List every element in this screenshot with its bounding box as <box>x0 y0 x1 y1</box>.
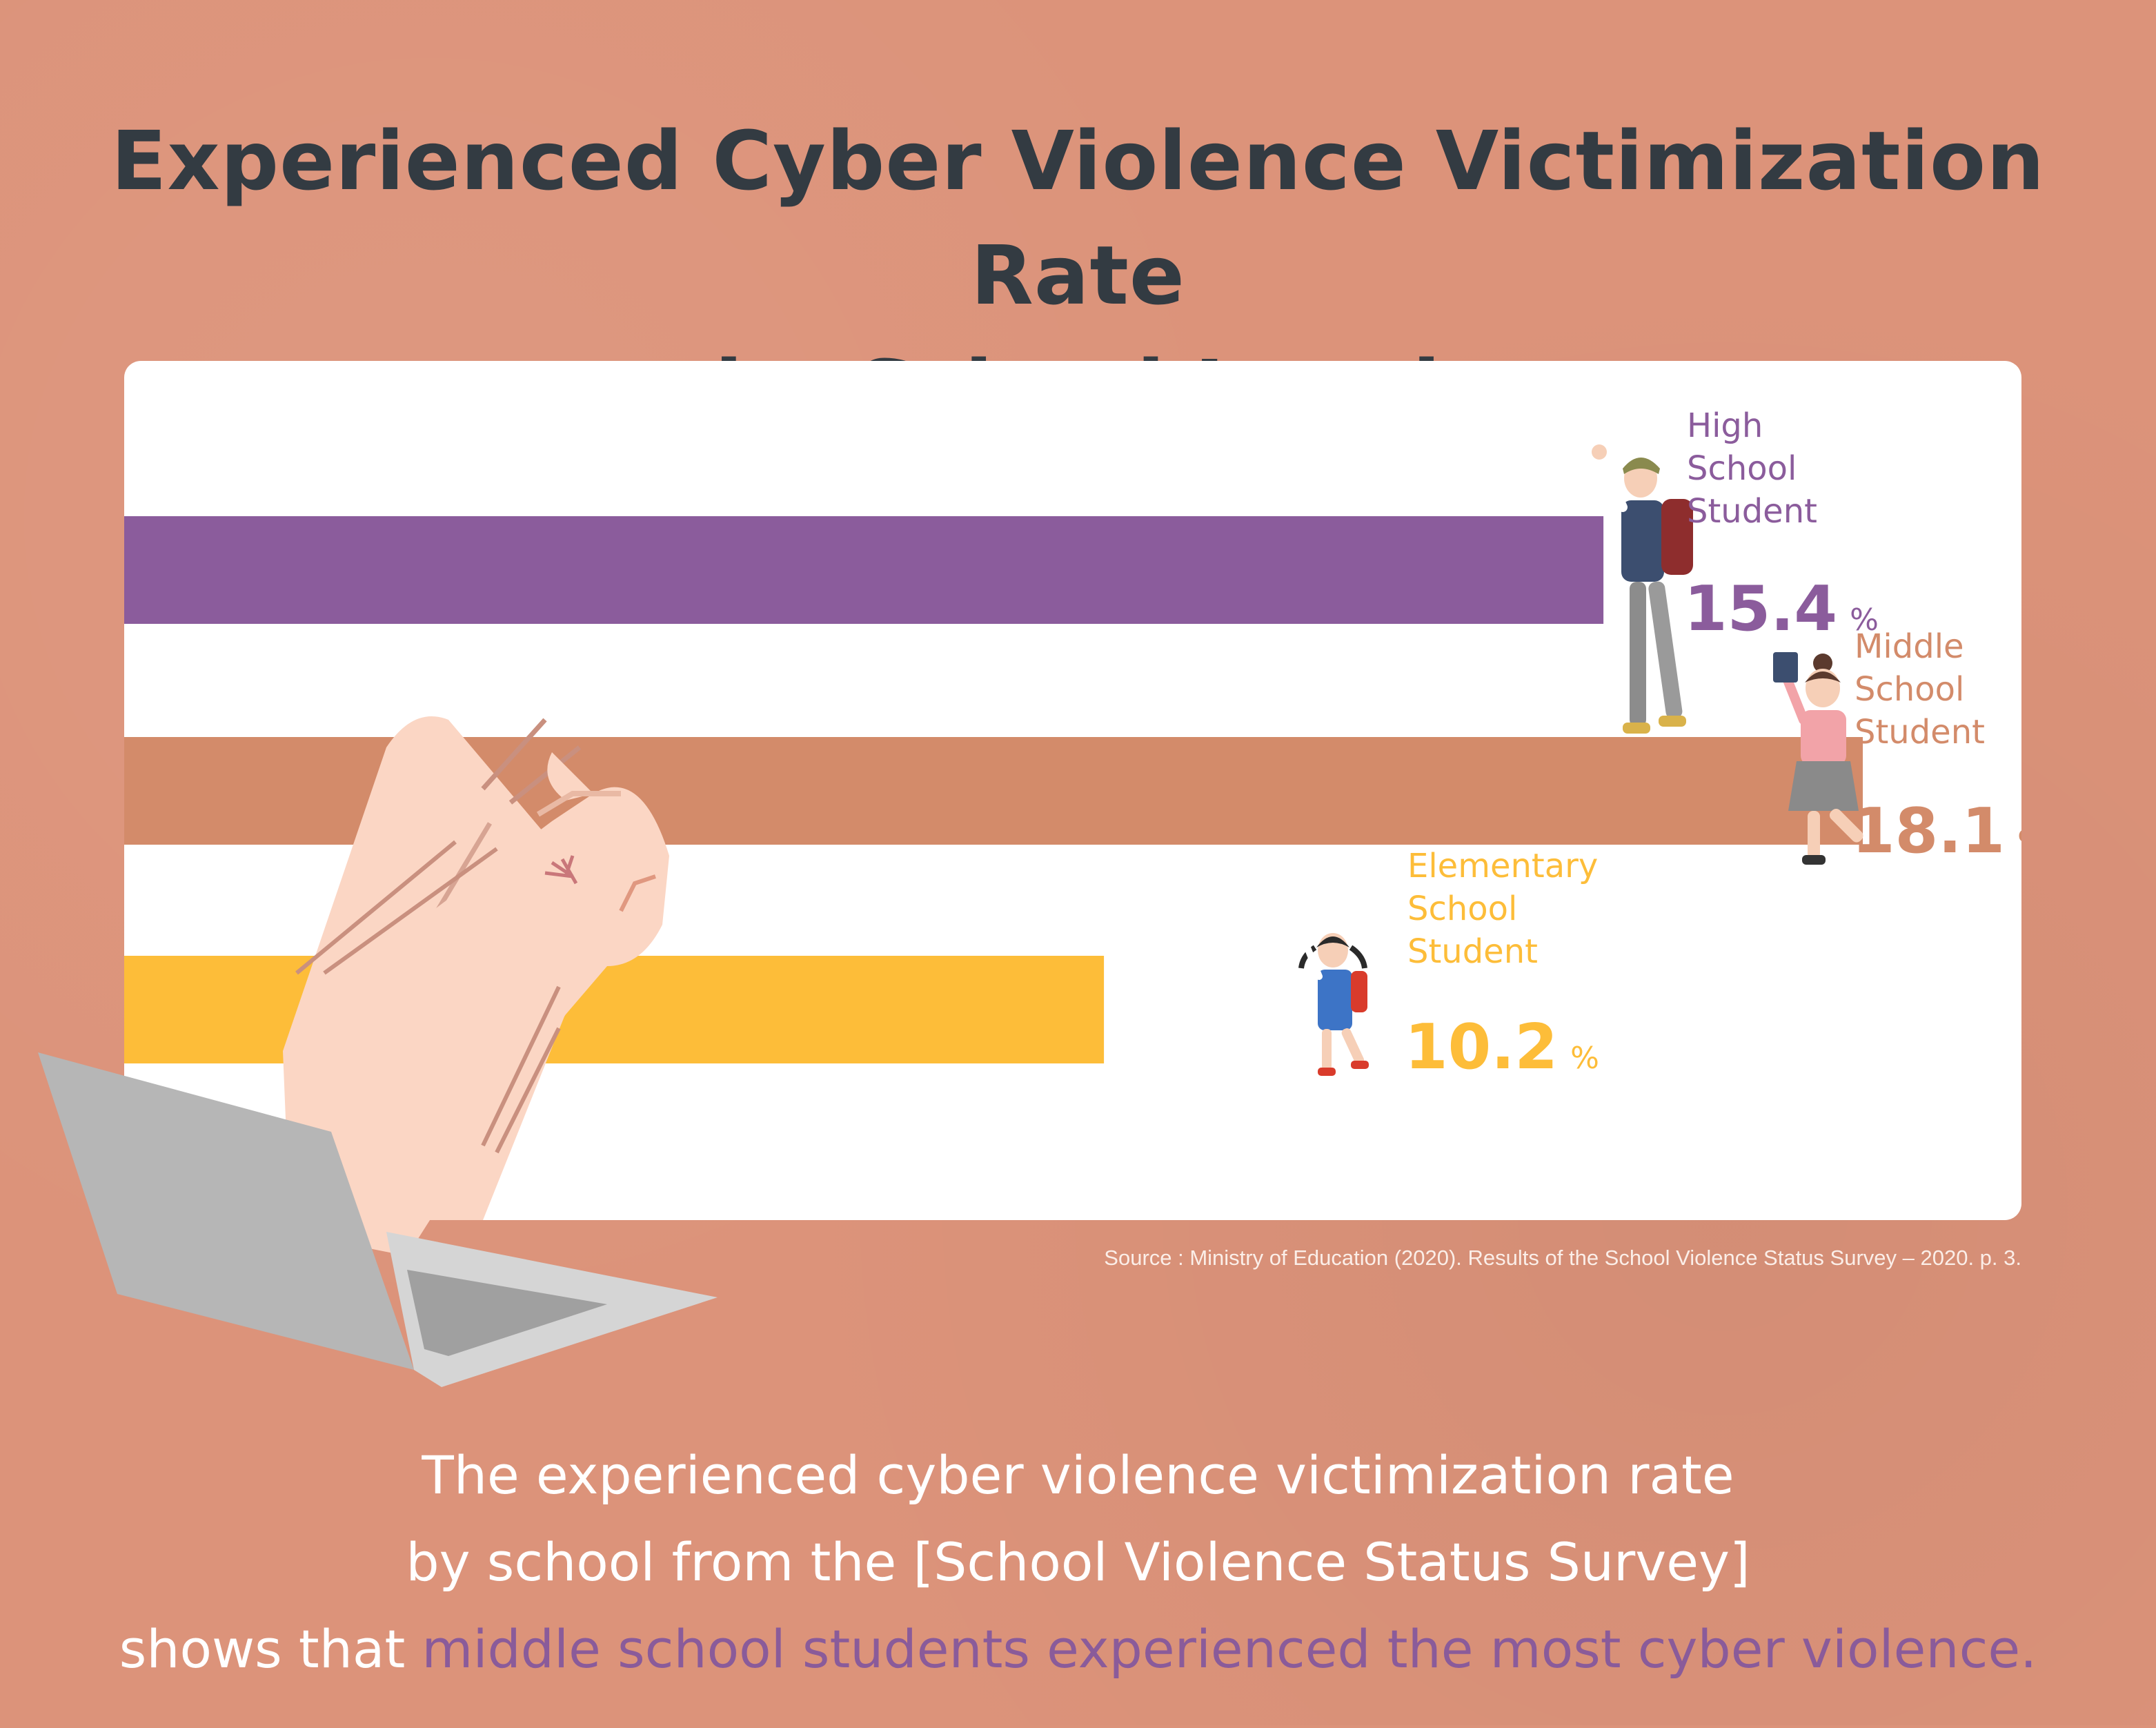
summary-line-2: by school from the [School Violence Stat… <box>406 1531 1750 1593</box>
source-citation: Source : Ministry of Education (2020). R… <box>1104 1246 2021 1270</box>
value-elementary-school: 10.2% <box>1405 1011 1599 1083</box>
summary-line-3: shows that middle school students experi… <box>0 1606 2156 1693</box>
bar-elementary-school <box>124 956 1105 1063</box>
summary-line-3-prefix: shows that <box>119 1618 422 1680</box>
label-elementary-school: Elementary School Student <box>1407 847 1598 971</box>
label-middle-school: Middle School Student <box>1855 627 1985 752</box>
summary-text: The experienced cyber violence victimiza… <box>0 1432 2156 1693</box>
value-high-school: 15.4% <box>1684 573 1879 645</box>
chart-panel: High School Student 15.4% Middle School Studen… <box>124 361 2021 1220</box>
elementary-student-illustration <box>1298 933 1369 1076</box>
high-school-student-illustration <box>1592 444 1693 734</box>
bar-high-school <box>124 516 1604 624</box>
middle-school-student-illustration <box>1773 652 1863 865</box>
label-high-school: High School Student <box>1687 406 1817 531</box>
title-line-1: Experienced Cyber Violence Victimization… <box>110 113 2046 323</box>
bar-chart: High School Student 15.4 %Middle School Studen… <box>124 406 2021 1220</box>
summary-highlight: middle school students experienced the m… <box>422 1618 2037 1680</box>
value-middle-school: 18.1% <box>1852 795 2021 867</box>
summary-line-1: The experienced cyber violence victimiza… <box>422 1444 1734 1506</box>
